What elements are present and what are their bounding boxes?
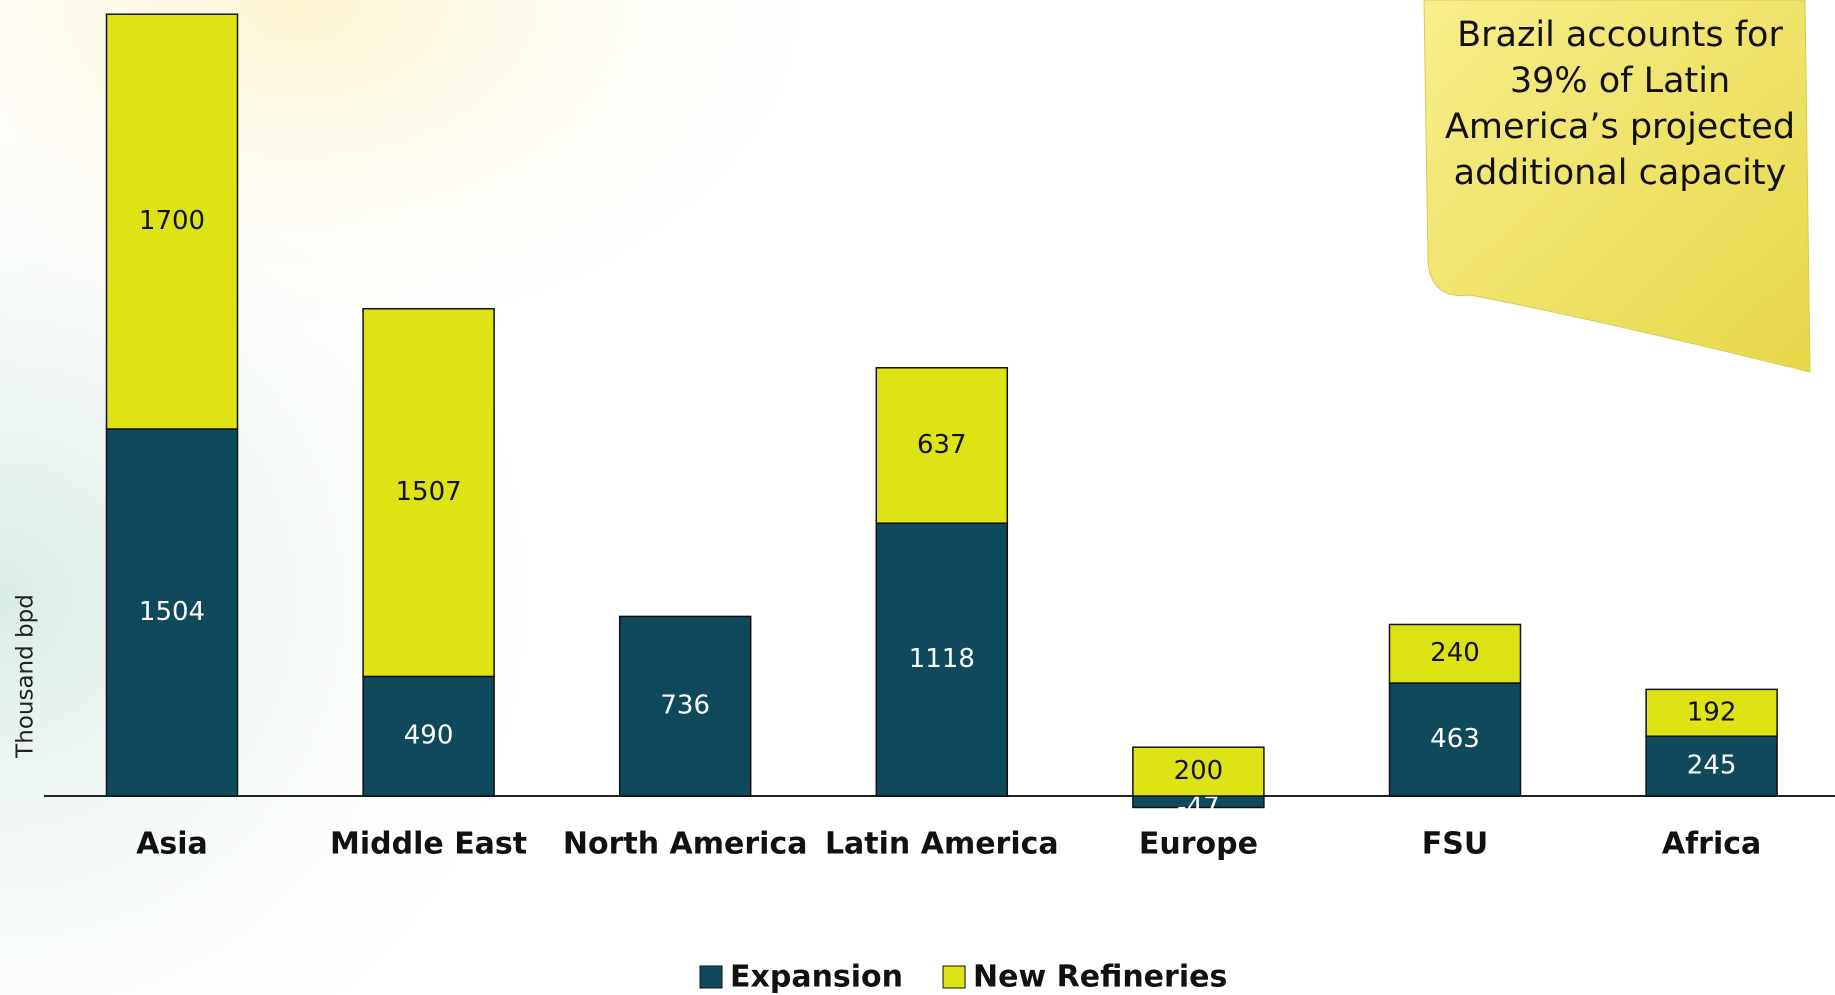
data-label: 490 (404, 721, 454, 751)
bar (362, 307, 495, 678)
y-axis-label: Thousand bpd (13, 594, 39, 759)
x-tick-label: FSU (1422, 827, 1488, 862)
data-label: -47 (1177, 792, 1219, 822)
bar (1388, 623, 1522, 684)
bar (105, 13, 239, 430)
data-label: 1507 (396, 477, 462, 507)
bar (1645, 735, 1778, 797)
data-label: 200 (1174, 756, 1224, 786)
x-tick-label: Asia (136, 827, 208, 862)
data-label: 637 (917, 430, 967, 460)
data-label: 240 (1430, 638, 1480, 668)
data-label: 192 (1687, 697, 1737, 727)
bar (618, 615, 752, 797)
bar (1132, 746, 1265, 797)
legend-label: New Refineries (973, 960, 1227, 995)
data-label: 1504 (139, 597, 205, 627)
bar (875, 522, 1009, 797)
x-tick-label: Europe (1139, 827, 1258, 862)
bar (1645, 688, 1778, 737)
data-label: 463 (1430, 724, 1480, 754)
legend-swatch (699, 965, 723, 989)
data-label: 736 (660, 691, 710, 721)
x-tick-label: North America (563, 827, 808, 862)
x-tick-label: Africa (1662, 827, 1761, 862)
x-tick-label: Latin America (825, 827, 1059, 862)
bar (105, 428, 239, 797)
legend-swatch (942, 965, 966, 989)
sticky-note (1423, 0, 1811, 373)
legend-label: Expansion (730, 960, 903, 995)
bar (362, 675, 495, 797)
bar (875, 367, 1009, 524)
bar (1388, 682, 1522, 797)
legend: Expansion New Refineries (699, 960, 1227, 995)
data-label: 245 (1687, 751, 1737, 781)
x-tick-label: Middle East (330, 827, 527, 862)
annotation: Brazil accounts for 39% of Latin America… (1444, 15, 1796, 193)
data-label: 1700 (139, 206, 205, 236)
data-label: 1118 (909, 644, 975, 674)
